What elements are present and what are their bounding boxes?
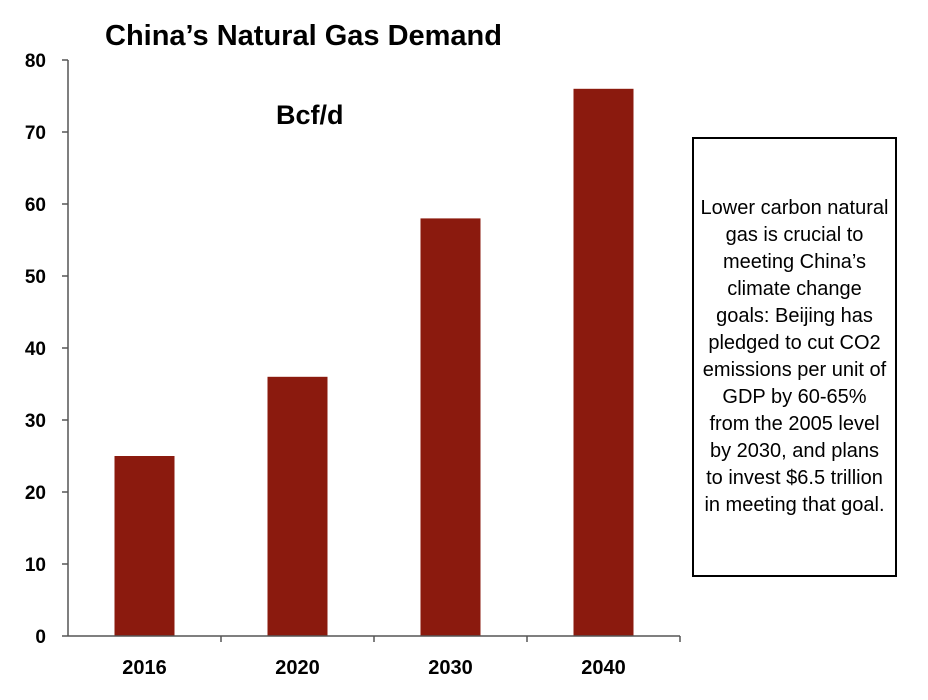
y-tick-label: 0 [35, 627, 46, 648]
y-tick-label: 70 [25, 123, 46, 144]
bar-2040 [573, 88, 634, 637]
y-tick-label: 60 [25, 195, 46, 216]
category-label: 2016 [122, 657, 167, 679]
annotation-box: Lower carbon natural gas is crucial to m… [692, 137, 897, 577]
category-label: 2040 [581, 657, 626, 679]
category-label: 2020 [275, 657, 320, 679]
y-tick-label: 20 [25, 483, 46, 504]
bar-2016 [114, 456, 175, 636]
y-tick-label: 30 [25, 411, 46, 432]
category-labels: 2016 2020 2030 2040 [122, 636, 681, 679]
y-tick-label: 40 [25, 339, 46, 360]
y-axis-ticks: 0 10 20 30 40 50 60 70 80 [25, 51, 68, 648]
bar-2020 [267, 376, 328, 636]
chart-title: China’s Natural Gas Demand [105, 20, 502, 52]
annotation-text: Lower carbon natural gas is crucial to m… [700, 197, 889, 516]
category-label: 2030 [428, 657, 473, 679]
axes [67, 60, 680, 637]
y-tick-label: 10 [25, 555, 46, 576]
bar-2030 [420, 218, 481, 636]
y-tick-label: 50 [25, 267, 46, 288]
y-tick-label: 80 [25, 51, 46, 72]
bars [114, 88, 634, 637]
unit-label: Bcf/d [276, 100, 344, 130]
